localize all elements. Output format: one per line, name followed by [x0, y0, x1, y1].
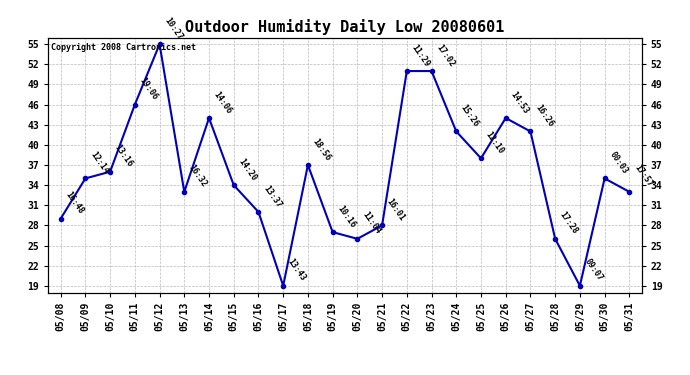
Text: 17:02: 17:02 [434, 43, 456, 68]
Text: 13:16: 13:16 [113, 143, 135, 169]
Text: Copyright 2008 Cartronics.net: Copyright 2008 Cartronics.net [51, 43, 196, 52]
Text: 19:06: 19:06 [137, 76, 159, 102]
Text: 17:28: 17:28 [558, 210, 580, 236]
Text: 00:03: 00:03 [607, 150, 629, 176]
Text: 16:26: 16:26 [533, 103, 555, 129]
Text: 16:48: 16:48 [63, 190, 85, 216]
Text: 10:27: 10:27 [162, 16, 184, 41]
Text: 12:10: 12:10 [484, 130, 506, 156]
Text: 12:14: 12:14 [88, 150, 110, 176]
Text: 14:06: 14:06 [212, 90, 233, 115]
Text: 16:32: 16:32 [187, 164, 209, 189]
Text: 14:20: 14:20 [237, 157, 258, 182]
Text: 17:57: 17:57 [632, 164, 654, 189]
Text: 16:01: 16:01 [385, 197, 406, 223]
Text: 18:56: 18:56 [310, 136, 333, 162]
Text: 15:26: 15:26 [459, 103, 481, 129]
Text: 09:07: 09:07 [582, 257, 604, 283]
Text: 11:04: 11:04 [360, 210, 382, 236]
Text: 13:37: 13:37 [262, 183, 283, 209]
Text: 11:29: 11:29 [410, 43, 431, 68]
Text: 13:43: 13:43 [286, 257, 308, 283]
Text: 14:53: 14:53 [509, 90, 530, 115]
Title: Outdoor Humidity Daily Low 20080601: Outdoor Humidity Daily Low 20080601 [186, 19, 504, 35]
Text: 10:16: 10:16 [335, 204, 357, 230]
